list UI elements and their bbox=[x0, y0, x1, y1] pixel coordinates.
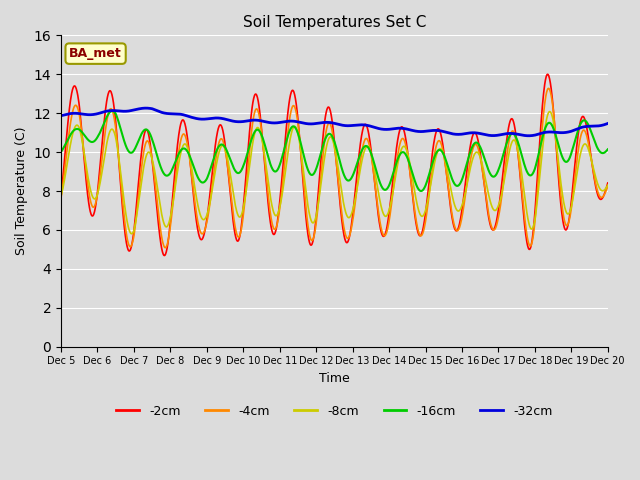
-4cm bbox=[57, 195, 65, 201]
-16cm bbox=[179, 146, 187, 152]
-2cm bbox=[540, 95, 547, 100]
-16cm bbox=[240, 161, 248, 167]
-2cm bbox=[491, 224, 499, 230]
Title: Soil Temperatures Set C: Soil Temperatures Set C bbox=[243, 15, 426, 30]
-8cm bbox=[240, 201, 248, 206]
-16cm bbox=[604, 146, 612, 152]
-4cm bbox=[420, 228, 428, 234]
-8cm bbox=[179, 143, 187, 149]
-4cm bbox=[166, 228, 173, 234]
-2cm bbox=[179, 117, 187, 123]
Y-axis label: Soil Temperature (C): Soil Temperature (C) bbox=[15, 127, 28, 255]
-4cm bbox=[161, 245, 169, 251]
-4cm bbox=[179, 132, 187, 137]
-8cm bbox=[546, 109, 554, 115]
-2cm bbox=[420, 224, 428, 229]
-8cm bbox=[604, 182, 612, 188]
-2cm bbox=[240, 195, 248, 201]
-2cm bbox=[544, 72, 552, 77]
-4cm bbox=[604, 183, 612, 189]
-4cm bbox=[240, 205, 248, 211]
Line: -8cm: -8cm bbox=[61, 112, 608, 234]
Line: -32cm: -32cm bbox=[61, 108, 608, 136]
-8cm bbox=[57, 193, 65, 199]
Line: -2cm: -2cm bbox=[61, 74, 608, 255]
-32cm bbox=[142, 105, 150, 111]
-32cm bbox=[540, 130, 547, 135]
-8cm bbox=[166, 217, 173, 223]
-4cm bbox=[540, 115, 547, 120]
-32cm bbox=[240, 119, 248, 124]
-32cm bbox=[57, 113, 65, 119]
-32cm bbox=[525, 133, 532, 139]
-16cm bbox=[166, 171, 173, 177]
-16cm bbox=[492, 173, 499, 179]
-16cm bbox=[417, 188, 425, 194]
-8cm bbox=[420, 213, 428, 218]
-16cm bbox=[420, 186, 428, 192]
-8cm bbox=[540, 140, 547, 146]
Line: -16cm: -16cm bbox=[61, 111, 608, 191]
-4cm bbox=[491, 226, 499, 232]
-16cm bbox=[540, 131, 547, 136]
-8cm bbox=[491, 208, 499, 214]
-2cm bbox=[161, 252, 168, 258]
Text: BA_met: BA_met bbox=[69, 47, 122, 60]
-32cm bbox=[420, 129, 428, 134]
Line: -4cm: -4cm bbox=[61, 88, 608, 248]
X-axis label: Time: Time bbox=[319, 372, 350, 385]
-2cm bbox=[604, 180, 612, 186]
-4cm bbox=[545, 85, 552, 91]
-16cm bbox=[108, 108, 116, 114]
-8cm bbox=[128, 231, 136, 237]
-2cm bbox=[57, 193, 65, 199]
-32cm bbox=[604, 120, 612, 126]
-32cm bbox=[491, 132, 499, 138]
-32cm bbox=[179, 112, 187, 118]
-2cm bbox=[166, 226, 173, 231]
Legend: -2cm, -4cm, -8cm, -16cm, -32cm: -2cm, -4cm, -8cm, -16cm, -32cm bbox=[111, 400, 557, 423]
-32cm bbox=[166, 111, 173, 117]
-16cm bbox=[57, 149, 65, 155]
